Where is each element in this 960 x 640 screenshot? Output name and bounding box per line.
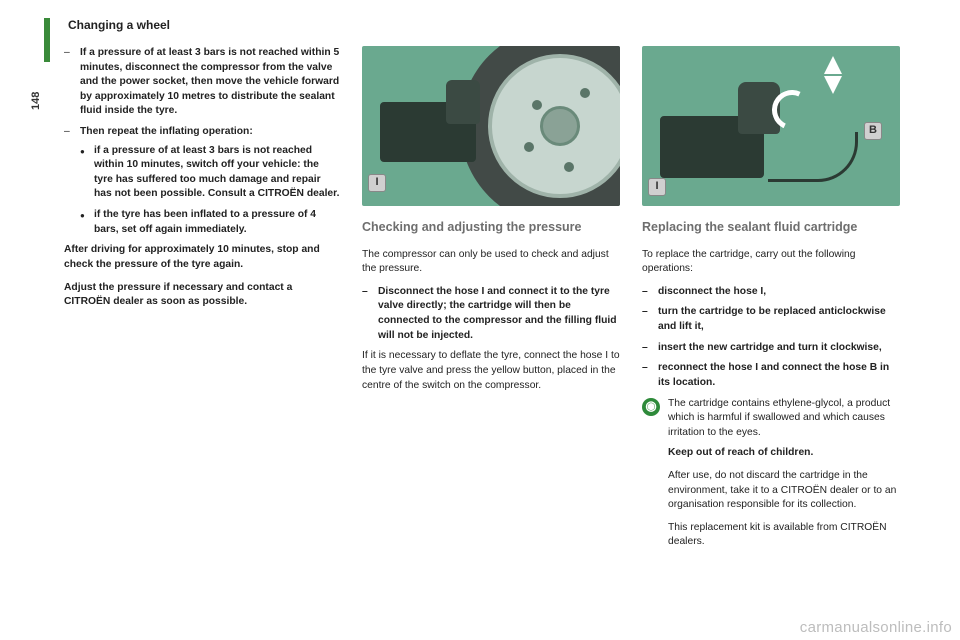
subheading: Replacing the sealant fluid cartridge <box>642 220 900 236</box>
paragraph: Keep out of reach of children. <box>642 446 900 461</box>
lug-hole <box>580 88 590 98</box>
watermark-text: carmanualsonline.info <box>800 619 952 636</box>
callout-label-i: I <box>368 174 386 192</box>
paragraph: Adjust the pressure if necessary and con… <box>64 281 340 310</box>
figure-cartridge-replace: B I <box>642 46 900 206</box>
section-title: Changing a wheel <box>68 18 914 32</box>
column-right: B I Replacing the sealant fluid cartridg… <box>642 46 900 558</box>
section-accent-bar <box>44 18 50 62</box>
instruction-list: Disconnect the hose I and connect it to … <box>362 285 620 343</box>
paragraph: To replace the cartridge, carry out the … <box>642 248 900 277</box>
list-item: turn the cartridge to be replaced anticl… <box>642 305 900 334</box>
callout-label-i: I <box>648 178 666 196</box>
arrow-down-icon <box>824 76 842 94</box>
paragraph: If it is necessary to deflate the tyre, … <box>362 349 620 393</box>
list-item: Then repeat the inflating operation: if … <box>64 125 340 237</box>
paragraph: This replacement kit is available from C… <box>642 521 900 550</box>
column-middle: I Checking and adjusting the pressure Th… <box>362 46 620 558</box>
arrow-up-icon <box>824 56 842 74</box>
list-item: If a pressure of at least 3 bars is not … <box>64 46 340 119</box>
column-left: If a pressure of at least 3 bars is not … <box>64 46 340 558</box>
instruction-list: If a pressure of at least 3 bars is not … <box>64 46 340 237</box>
list-item: if a pressure of at least 3 bars is not … <box>80 144 340 202</box>
subheading: Checking and adjusting the pressure <box>362 220 620 236</box>
page-number: 148 <box>30 92 42 110</box>
list-item: insert the new cartridge and turn it clo… <box>642 341 900 356</box>
note-text: The cartridge contains ethylene-glycol, … <box>668 397 900 441</box>
list-item: disconnect the hose I, <box>642 285 900 300</box>
list-item: Disconnect the hose I and connect it to … <box>362 285 620 343</box>
list-item: reconnect the hose I and connect the hos… <box>642 361 900 390</box>
compressor-cartridge <box>446 80 480 124</box>
manual-page: 148 Changing a wheel If a pressure of at… <box>0 0 960 640</box>
content-columns: If a pressure of at least 3 bars is not … <box>64 46 914 558</box>
figure-compressor-tire: I <box>362 46 620 206</box>
compressor-hose <box>768 132 858 182</box>
callout-label-b: B <box>864 122 882 140</box>
instruction-list: disconnect the hose I, turn the cartridg… <box>642 285 900 391</box>
eye-icon: ◉ <box>642 398 660 416</box>
paragraph: The compressor can only be used to check… <box>362 248 620 277</box>
sub-list: if a pressure of at least 3 bars is not … <box>80 144 340 238</box>
list-item: if the tyre has been inflated to a press… <box>80 208 340 237</box>
lug-hole <box>532 100 542 110</box>
lug-hole <box>564 162 574 172</box>
paragraph: After use, do not discard the cartridge … <box>642 469 900 513</box>
lug-hole <box>524 142 534 152</box>
list-text: Then repeat the inflating operation: <box>80 126 253 137</box>
wheel-hub <box>540 106 580 146</box>
list-text: If a pressure of at least 3 bars is not … <box>80 47 339 116</box>
safety-note: ◉ The cartridge contains ethylene-glycol… <box>642 397 900 441</box>
paragraph: After driving for approximately 10 minut… <box>64 243 340 272</box>
